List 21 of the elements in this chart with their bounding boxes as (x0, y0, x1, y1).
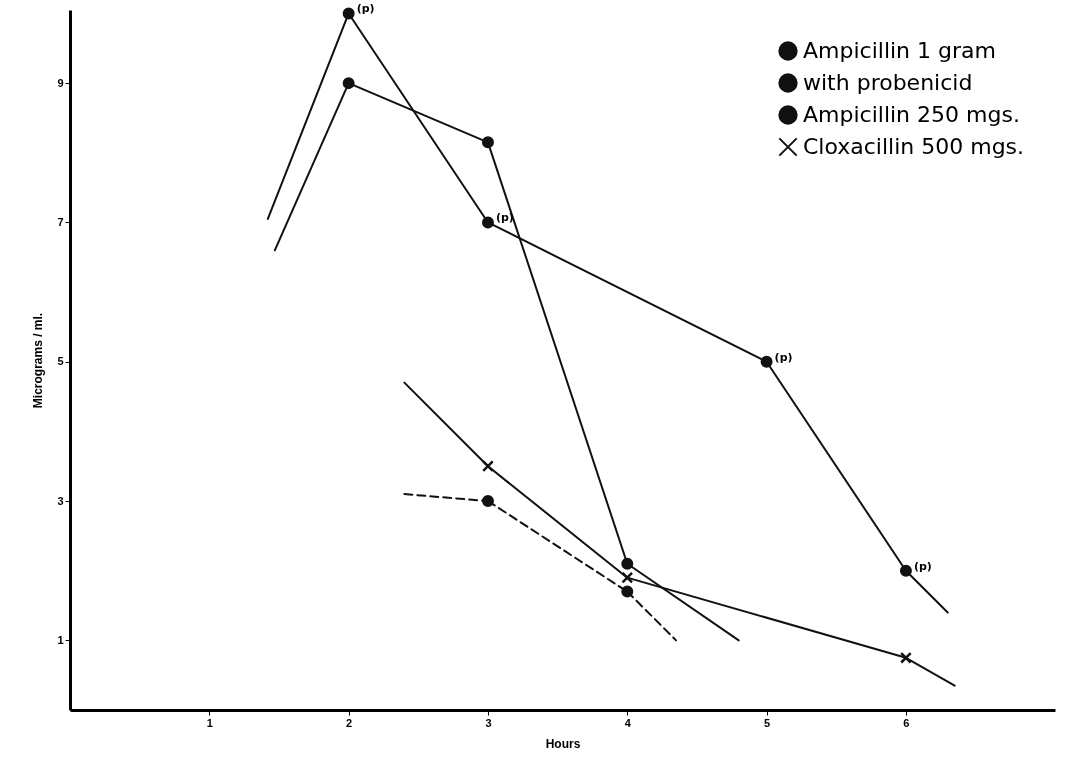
x-axis-title: Hours (545, 736, 581, 751)
legend-label: Ampicillin 1 gram (803, 38, 996, 63)
legend-label: Cloxacillin 500 mgs. (803, 134, 1025, 159)
y-tick-label: 3 (57, 494, 64, 507)
y-tick-label: 1 (57, 633, 64, 646)
legend-label: Ampicillin 250 mgs. (803, 102, 1020, 127)
x-tick-label: 2 (346, 716, 353, 729)
x-tick-label: 3 (485, 716, 492, 729)
annotation: (p) (356, 2, 375, 16)
y-axis-title: Micrograms / ml. (31, 312, 46, 409)
x-tick-label: 6 (903, 716, 910, 729)
x-tick-label: 4 (624, 716, 632, 729)
y-tick-label: 7 (57, 215, 64, 228)
x-tick-label: 1 (206, 716, 213, 729)
annotation: (p) (913, 559, 932, 573)
y-tick-label: 9 (57, 76, 64, 89)
annotation: (p) (495, 211, 514, 225)
annotation: (p) (774, 350, 793, 364)
y-tick-label: 5 (57, 355, 64, 368)
legend-label: with probenicid (803, 70, 973, 95)
x-tick-label: 5 (764, 716, 771, 729)
